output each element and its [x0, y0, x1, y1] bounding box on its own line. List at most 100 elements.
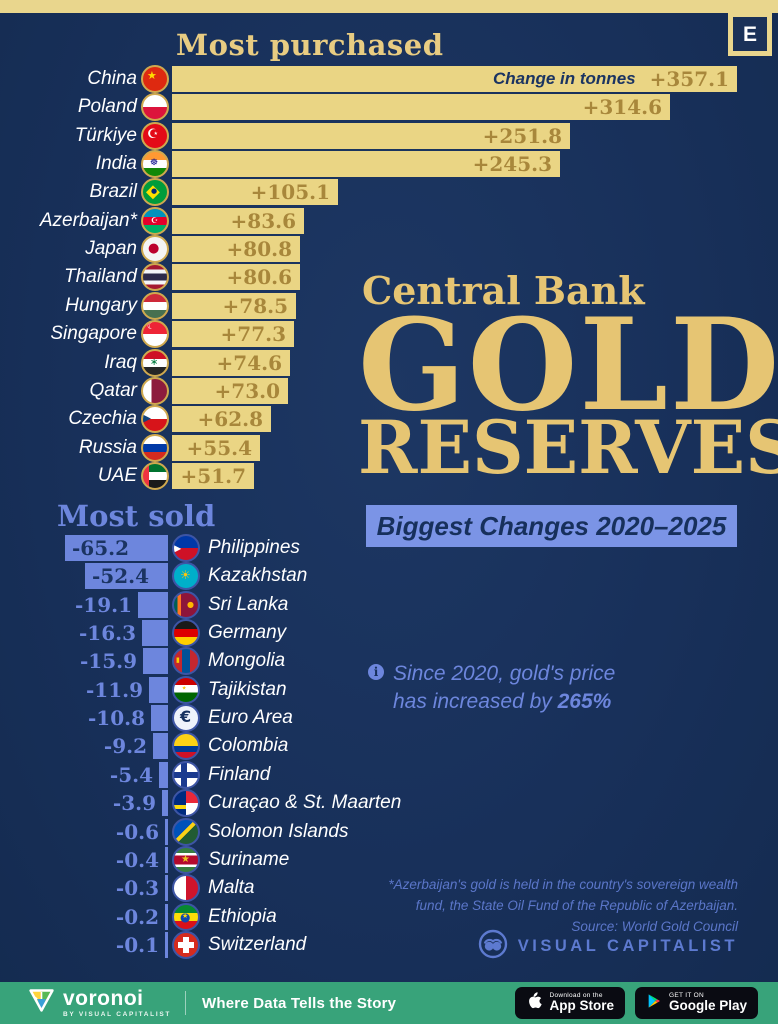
- flag-emblem: ☀: [180, 568, 191, 582]
- flag-emblem: ★: [182, 912, 189, 920]
- country-label: Switzerland: [208, 934, 307, 955]
- most-sold-row: -0.2 ● ★ Ethiopia: [0, 903, 778, 931]
- footer-divider: [185, 991, 187, 1015]
- country-label: Curaçao & St. Maarten: [208, 792, 402, 813]
- most-sold-row: -52.4 ☀ Kazakhstan: [0, 562, 778, 590]
- country-flag-icon: ☪: [141, 207, 169, 235]
- bar-value: +83.6: [230, 209, 296, 233]
- country-flag-icon: [172, 761, 200, 789]
- most-sold-row: -0.6 Solomon Islands: [0, 818, 778, 846]
- country-flag-icon: [172, 874, 200, 902]
- visual-capitalist-logo: VISUAL CAPITALIST: [478, 929, 738, 964]
- flag-emblem: ●: [187, 600, 194, 609]
- most-purchased-row: India ☸ +245.3: [0, 150, 778, 178]
- sold-bar: [151, 705, 168, 731]
- note-bold-value: 265%: [557, 689, 612, 713]
- most-purchased-row: Brazil ◆ ● +105.1: [0, 178, 778, 206]
- most-purchased-row: Türkiye ☪ +251.8: [0, 122, 778, 150]
- most-purchased-row: Thailand +80.6: [0, 263, 778, 291]
- country-label: Suriname: [208, 849, 290, 870]
- bar-value: +55.4: [186, 436, 252, 460]
- bar-value: +73.0: [214, 379, 280, 403]
- bar-value: +314.6: [582, 95, 662, 119]
- app-store-badge[interactable]: Download on the App Store: [515, 987, 625, 1019]
- note-line2: has increased by: [393, 689, 558, 713]
- sold-bar: [65, 535, 168, 561]
- bar-value: -9.2: [103, 734, 147, 758]
- bar-value: +80.6: [226, 265, 292, 289]
- most-sold-row: -65.2 ▶ Philippines: [0, 534, 778, 562]
- most-purchased-row: Japan ● +80.8: [0, 235, 778, 263]
- country-label: Kazakhstan: [208, 565, 308, 586]
- sold-bar: [143, 648, 168, 674]
- bar-value: +357.1: [649, 67, 729, 91]
- flag-emblem: ☪: [147, 127, 159, 142]
- most-purchased-row: Azerbaijan* ☪ +83.6: [0, 207, 778, 235]
- top-gold-band: [0, 0, 778, 13]
- purchase-bar: +78.5: [172, 293, 296, 319]
- country-label: Azerbaijan*: [39, 210, 137, 231]
- bar-value: +77.3: [220, 322, 286, 346]
- footnote-line1: *Azerbaijan's gold is held in the countr…: [388, 877, 738, 892]
- most-purchased-row: China ★ Change in tonnes +357.1: [0, 65, 778, 93]
- purchase-bar: +83.6: [172, 208, 304, 234]
- purchase-bar: +74.6: [172, 350, 290, 376]
- country-flag-icon: [172, 789, 200, 817]
- flag-emblem: ▶: [172, 541, 182, 555]
- sold-bar: [85, 563, 168, 589]
- bar-value: -19.1: [74, 593, 132, 617]
- bar-value: -0.4: [115, 848, 159, 872]
- country-flag-icon: ☸: [141, 150, 169, 178]
- bar-value: -11.9: [85, 678, 143, 702]
- country-label: Singapore: [50, 323, 137, 344]
- country-label: Thailand: [64, 266, 137, 287]
- most-sold-row: -5.4 Finland: [0, 761, 778, 789]
- elements-logo-badge: E: [728, 12, 772, 56]
- bar-value: -52.4: [92, 564, 150, 588]
- country-label: Finland: [208, 764, 271, 785]
- most-sold-row: -19.1 ● Sri Lanka: [0, 591, 778, 619]
- country-label: Brazil: [89, 181, 137, 202]
- country-label: Sri Lanka: [208, 594, 289, 615]
- bar-value: -0.1: [115, 933, 159, 957]
- country-flag-icon: [141, 434, 169, 462]
- app-store-line2: App Store: [549, 998, 614, 1014]
- most-sold-row: -0.4 ★ Suriname: [0, 846, 778, 874]
- voronoi-wordmark: voronoi: [63, 987, 144, 1010]
- sold-bar: [142, 620, 168, 646]
- elements-logo-letter: E: [742, 22, 757, 46]
- bar-value: -0.6: [115, 820, 159, 844]
- country-label: Solomon Islands: [208, 821, 349, 842]
- country-label: Iraq: [104, 352, 137, 373]
- most-sold-row: -15.9 ▮ Mongolia: [0, 647, 778, 675]
- google-play-badge[interactable]: GET IT ON Google Play: [634, 987, 758, 1019]
- country-flag-icon: [172, 931, 200, 959]
- info-icon: i: [368, 664, 384, 680]
- country-flag-icon: ▶: [172, 534, 200, 562]
- country-flag-icon: ▮: [172, 647, 200, 675]
- country-label: Tajikistan: [208, 679, 287, 700]
- bar-value: +62.8: [197, 407, 263, 431]
- gold-price-note: i Since 2020, gold's price has increased…: [368, 660, 615, 715]
- sold-bar: [153, 733, 168, 759]
- bar-value: +245.3: [472, 152, 552, 176]
- flag-emblem: ⋆: [181, 683, 188, 694]
- country-flag-icon: ★: [141, 65, 169, 93]
- bar-value: -65.2: [72, 536, 130, 560]
- country-flag-icon: ∗: [141, 349, 169, 377]
- most-purchased-row: Czechia ▶ +62.8: [0, 405, 778, 433]
- country-flag-icon: [141, 292, 169, 320]
- country-flag-icon: €: [172, 704, 200, 732]
- most-sold-row: -10.8 € Euro Area: [0, 704, 778, 732]
- most-sold-row: -3.9 Curaçao & St. Maarten: [0, 789, 778, 817]
- most-purchased-row: Poland +314.6: [0, 93, 778, 121]
- most-purchased-row: Qatar +73.0: [0, 377, 778, 405]
- sold-bar: [138, 592, 168, 618]
- most-sold-row: -11.9 ⋆ Tajikistan: [0, 676, 778, 704]
- voronoi-logo: voronoi BY VISUAL CAPITALIST: [28, 988, 171, 1018]
- sold-bar: [165, 819, 168, 845]
- purchase-bar: Change in tonnes +357.1: [172, 66, 737, 92]
- purchase-bar: +105.1: [172, 179, 338, 205]
- google-play-line2: Google Play: [668, 998, 747, 1014]
- country-flag-icon: [172, 732, 200, 760]
